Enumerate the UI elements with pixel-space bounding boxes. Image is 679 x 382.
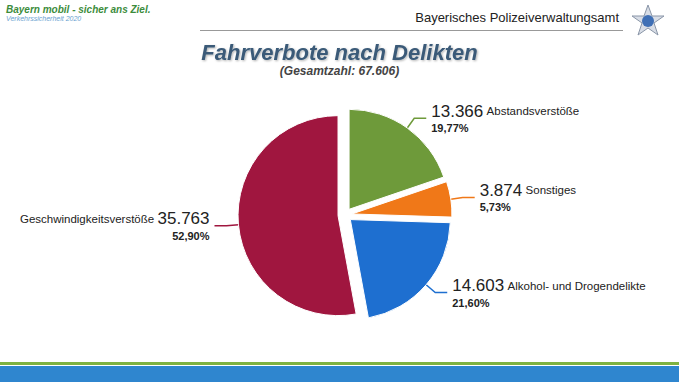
svg-text:Geschwindigkeitsverstöße: Geschwindigkeitsverstöße — [20, 213, 154, 225]
svg-text:5,73%: 5,73% — [480, 201, 511, 213]
svg-text:3.874: 3.874 — [480, 181, 523, 200]
html-text:Verkehrssicherheit 2020: Verkehrssicherheit 2020 — [6, 15, 82, 22]
html-text:Bayern mobil - sicher ans Ziel: Bayern mobil - sicher ans Ziel. — [6, 4, 151, 15]
svg-text:14.603: 14.603 — [452, 276, 504, 295]
svg-text:Alkohol- und Drogendelikte: Alkohol- und Drogendelikte — [508, 280, 646, 292]
svg-text:19,77%: 19,77% — [431, 122, 469, 134]
svg-text:35.763: 35.763 — [157, 209, 209, 228]
svg-text:(Gesamtzahl: 67.606): (Gesamtzahl: 67.606) — [280, 64, 399, 78]
svg-text:Abstandsverstöße: Abstandsverstöße — [487, 105, 580, 117]
svg-text:13.366: 13.366 — [431, 102, 483, 121]
html-text:Bayerisches Polizeiverwaltungs: Bayerisches Polizeiverwaltungsamt — [415, 10, 619, 25]
svg-text:Sonstiges: Sonstiges — [526, 184, 577, 196]
svg-text:52,90%: 52,90% — [172, 230, 210, 242]
svg-text:Fahrverbote nach Delikten: Fahrverbote nach Delikten — [201, 40, 477, 65]
svg-text:21,60%: 21,60% — [452, 297, 490, 309]
